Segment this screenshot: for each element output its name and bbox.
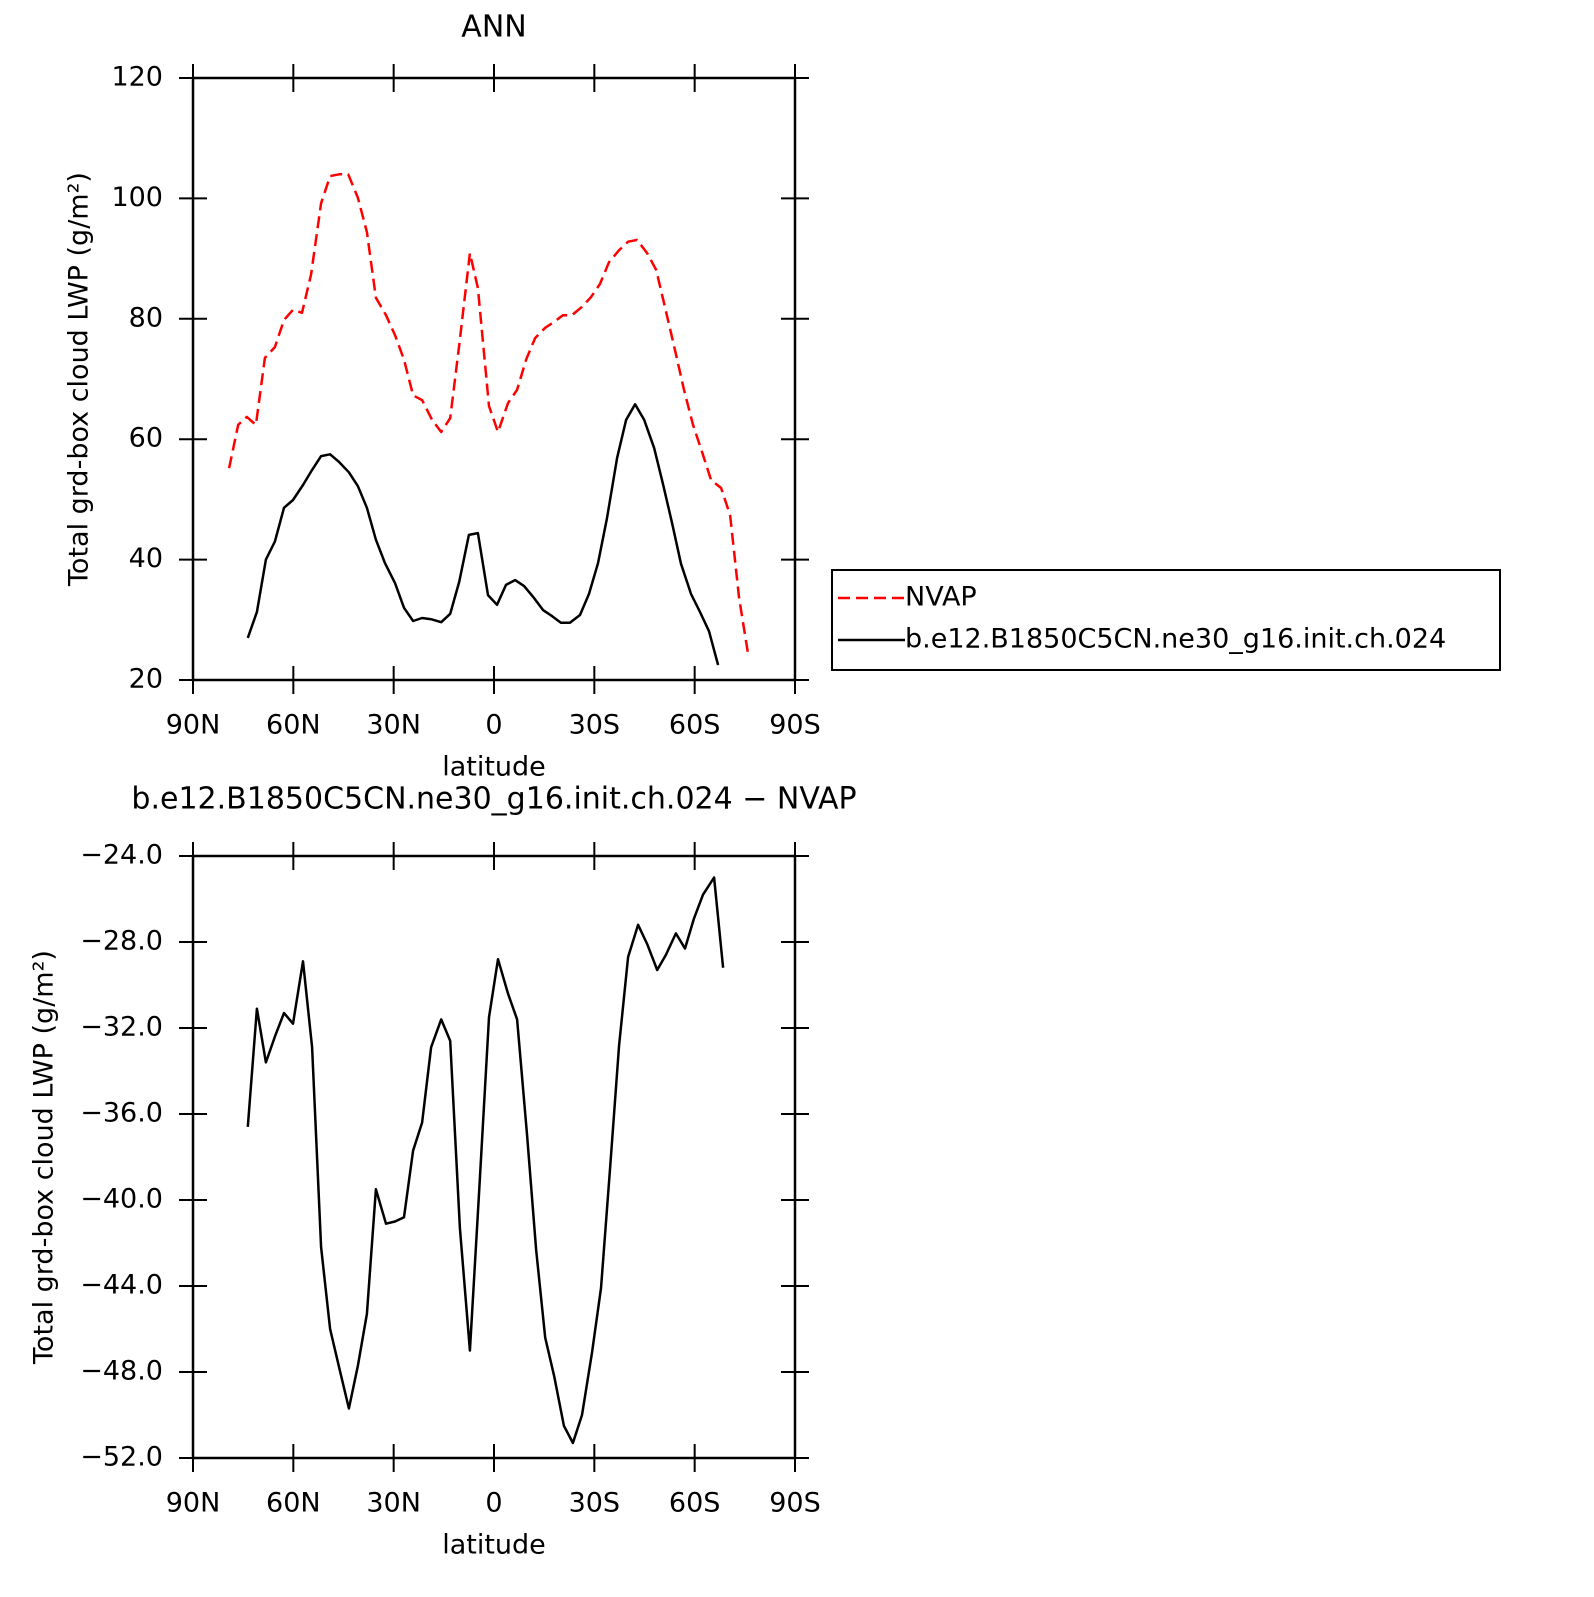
chart-title: b.e12.B1850C5CN.ne30_g16.init.ch.024 − N… — [131, 782, 856, 817]
x-tick-label: 30S — [569, 710, 621, 741]
y-axis-label: Total grd-box cloud LWP (g/m²) — [29, 950, 60, 1365]
x-tick-label: 60N — [266, 710, 321, 741]
plot-frame — [191, 76, 797, 682]
y-tick-label: −40.0 — [80, 1184, 163, 1215]
x-axis-label: latitude — [442, 1530, 546, 1561]
y-tick-label: −24.0 — [80, 840, 163, 871]
y-tick-label: 120 — [111, 62, 163, 93]
x-tick-label: 90S — [769, 710, 821, 741]
chart-title: ANN — [461, 10, 526, 45]
x-axis-label: latitude — [442, 752, 546, 783]
x-tick-label: 60N — [266, 1488, 321, 1519]
x-tick-label: 30N — [366, 710, 421, 741]
x-tick-label: 0 — [485, 1488, 502, 1519]
y-tick-label: 80 — [129, 302, 163, 333]
y-tick-label: −48.0 — [80, 1356, 163, 1387]
x-tick-label: 90S — [769, 1488, 821, 1519]
series-line — [246, 403, 720, 666]
x-tick-label: 90N — [166, 1488, 221, 1519]
legend-label: NVAP — [905, 582, 977, 613]
legend-box — [831, 569, 1501, 671]
x-tick-label: 90N — [166, 710, 221, 741]
series-line — [227, 173, 750, 655]
series-line — [246, 876, 725, 1445]
x-tick-label: 30N — [366, 1488, 421, 1519]
y-tick-label: −52.0 — [80, 1442, 163, 1473]
plot-frame — [191, 854, 797, 1460]
y-tick-label: 20 — [129, 664, 163, 695]
y-tick-label: 60 — [129, 423, 163, 454]
x-tick-label: 0 — [485, 710, 502, 741]
y-axis-label: Total grd-box cloud LWP (g/m²) — [64, 172, 95, 587]
x-tick-label: 30S — [569, 1488, 621, 1519]
x-tick-label: 60S — [669, 710, 721, 741]
y-tick-label: −32.0 — [80, 1012, 163, 1043]
y-tick-label: −36.0 — [80, 1098, 163, 1129]
legend-label: b.e12.B1850C5CN.ne30_g16.init.ch.024 — [905, 624, 1446, 655]
x-tick-label: 60S — [669, 1488, 721, 1519]
y-tick-label: −44.0 — [80, 1270, 163, 1301]
y-tick-label: −28.0 — [80, 926, 163, 957]
y-tick-label: 100 — [111, 182, 163, 213]
y-tick-label: 40 — [129, 543, 163, 574]
